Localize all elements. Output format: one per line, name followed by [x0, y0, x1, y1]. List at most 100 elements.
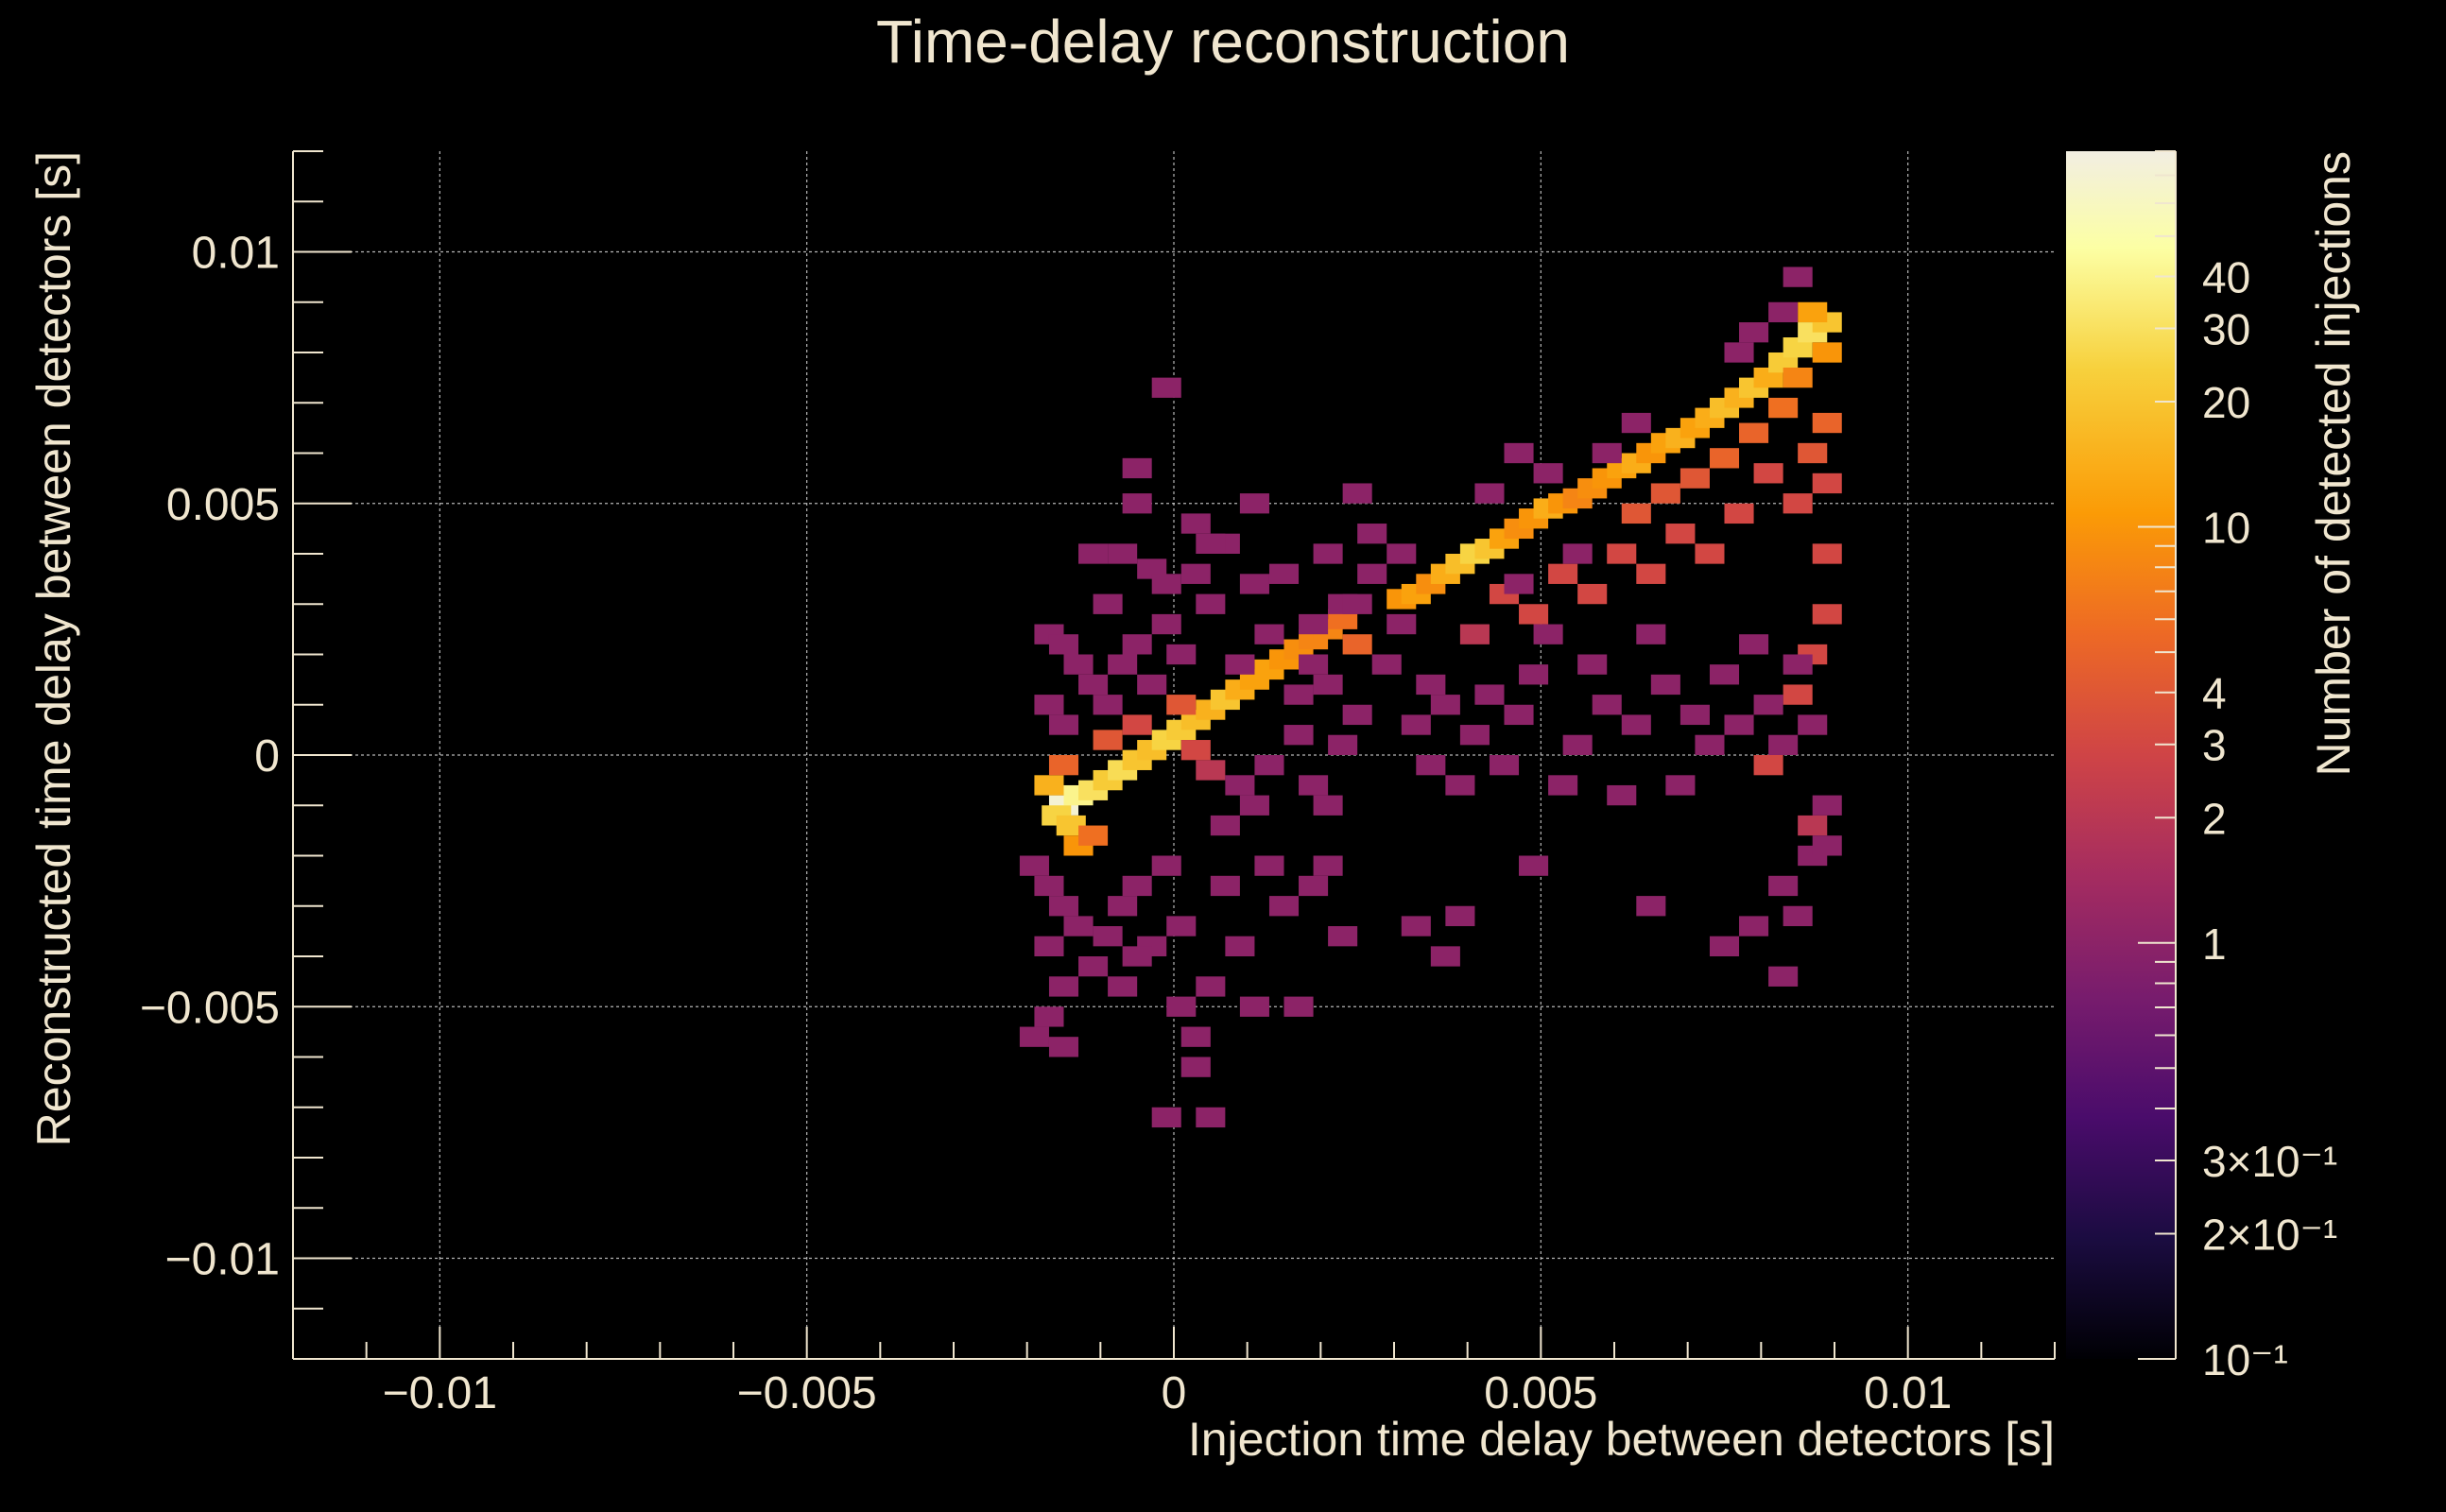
heatmap-cell — [1812, 472, 1842, 494]
heatmap-cell — [1783, 905, 1813, 927]
heatmap-cell — [1753, 695, 1783, 715]
heatmap-cell — [1283, 996, 1314, 1017]
heatmap-cell — [1783, 654, 1813, 675]
y-axis-label: Reconstructed time delay between detecto… — [27, 151, 80, 1146]
heatmap-cell — [1753, 367, 1783, 388]
heatmap-cell — [1166, 916, 1197, 936]
heatmap-cell — [1577, 583, 1608, 605]
heatmap-cell — [1019, 1026, 1049, 1047]
heatmap-cell — [1093, 695, 1123, 715]
heatmap-cell — [1225, 775, 1255, 796]
heatmap-cell — [1679, 704, 1710, 726]
heatmap-cell — [1474, 684, 1505, 705]
heatmap-cell — [1665, 775, 1696, 796]
heatmap-cell — [1812, 835, 1842, 856]
heatmap-cell — [1519, 604, 1549, 625]
heatmap-cell — [1636, 896, 1666, 917]
heatmap-cell — [1489, 755, 1520, 776]
heatmap-cell — [1034, 775, 1064, 796]
heatmap-cell — [1196, 1107, 1226, 1128]
x-tick-label: 0.005 — [1484, 1368, 1597, 1418]
heatmap-cell — [1093, 730, 1123, 750]
heatmap-cell — [1137, 674, 1167, 696]
heatmap-cell — [1196, 760, 1226, 781]
heatmap-cell — [1607, 543, 1637, 564]
heatmap-cell — [1342, 593, 1372, 614]
heatmap-cell — [1812, 543, 1842, 564]
heatmap-cell — [1166, 996, 1197, 1017]
heatmap-cell — [1078, 543, 1109, 564]
heatmap-cell — [1034, 875, 1064, 897]
y-tick-label: −0.01 — [165, 1235, 280, 1285]
x-tick-label: −0.01 — [383, 1368, 497, 1418]
heatmap-cell — [1621, 412, 1651, 434]
x-tick-label: 0 — [1162, 1368, 1187, 1418]
heatmap-cell — [1151, 855, 1181, 876]
heatmap-cells — [1019, 266, 1842, 1128]
heatmap-cell — [1342, 483, 1372, 504]
heatmap-cell — [1562, 543, 1593, 564]
heatmap-cell — [1371, 654, 1402, 675]
heatmap-cell — [1739, 916, 1769, 936]
heatmap-cell — [1430, 946, 1460, 967]
heatmap-cell — [1313, 795, 1343, 816]
heatmap-cell — [1239, 574, 1269, 594]
heatmap-cell — [1313, 855, 1343, 876]
heatmap-cell — [1768, 301, 1799, 323]
heatmap-cell — [1695, 543, 1725, 564]
heatmap-cell — [1108, 543, 1138, 564]
heatmap-cell — [1180, 1026, 1211, 1047]
heatmap-cell — [1048, 976, 1079, 997]
heatmap-cell — [1709, 936, 1740, 956]
z-tick-label: 4 — [2202, 669, 2227, 718]
heatmap-cell — [1122, 946, 1152, 967]
heatmap-cell — [1709, 448, 1740, 469]
heatmap-cell — [1048, 1037, 1079, 1057]
heatmap-cell — [1519, 664, 1549, 685]
heatmap-cell — [1621, 714, 1651, 735]
y-tick-label: 0.005 — [166, 480, 280, 530]
heatmap-cell — [1108, 976, 1138, 997]
heatmap-cell — [1548, 563, 1578, 584]
heatmap-cell — [1812, 342, 1842, 363]
heatmap-cell — [1196, 976, 1226, 997]
heatmap-cell — [1180, 513, 1211, 534]
heatmap-cell — [1636, 563, 1666, 584]
heatmap-cell — [1283, 725, 1314, 746]
z-tick-label: 20 — [2202, 378, 2250, 427]
heatmap-cell — [1034, 936, 1064, 956]
heatmap-cell — [1798, 301, 1828, 323]
heatmap-cell — [1225, 936, 1255, 956]
heatmap-cell — [1459, 624, 1490, 644]
heatmap-cell — [1196, 593, 1226, 614]
heatmap-cell — [1812, 795, 1842, 816]
heatmap-cell — [1328, 734, 1358, 755]
color-bar-label: Number of detected injections — [2307, 151, 2360, 776]
heatmap-cell — [1504, 704, 1534, 726]
heatmap-cell — [1342, 634, 1372, 655]
y-tick-label: 0.01 — [192, 229, 280, 279]
z-tick-label: 3 — [2202, 721, 2227, 770]
heatmap-cell — [1078, 674, 1109, 696]
heatmap-cell — [1063, 916, 1094, 936]
heatmap-cell — [1210, 875, 1240, 897]
heatmap-cell — [1180, 1057, 1211, 1077]
heatmap-cell — [1268, 896, 1300, 917]
heatmap-cell — [1798, 442, 1828, 464]
heatmap-cell — [1430, 695, 1460, 715]
heatmap-cell — [1166, 695, 1197, 715]
heatmap-cell — [1768, 734, 1799, 755]
heatmap-cell — [1166, 644, 1197, 665]
heatmap-cell — [1299, 875, 1329, 897]
heatmap-cell — [1034, 1006, 1064, 1027]
z-tick-label: 2 — [2202, 794, 2227, 843]
heatmap-cell — [1709, 664, 1740, 685]
heatmap-cell — [1798, 714, 1828, 735]
heatmap-cell — [1151, 574, 1181, 594]
heatmap-cell — [1254, 855, 1284, 876]
heatmap-cell — [1650, 483, 1680, 504]
heatmap-cell — [1783, 493, 1813, 514]
y-tick-label: −0.005 — [140, 983, 280, 1033]
heatmap-cell — [1695, 734, 1725, 755]
heatmap-cell — [1180, 563, 1211, 584]
